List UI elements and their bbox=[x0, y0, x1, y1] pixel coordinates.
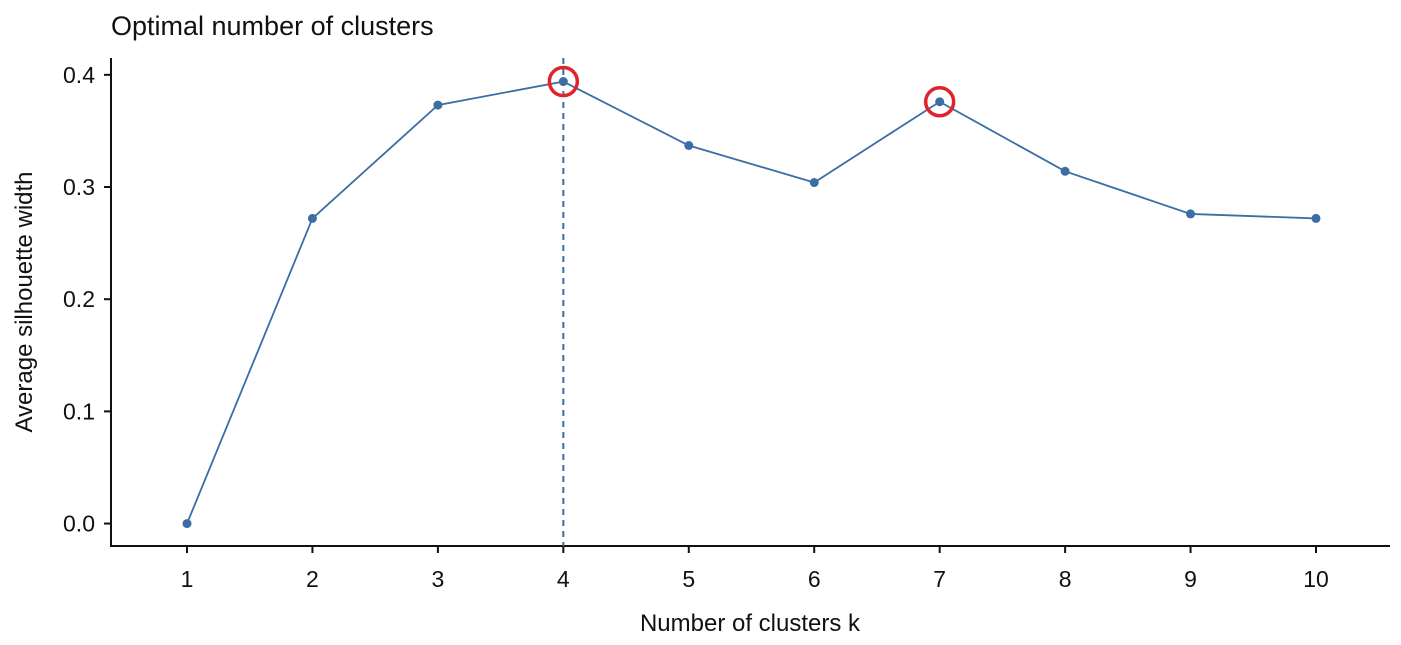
data-point bbox=[684, 141, 694, 151]
data-point bbox=[182, 519, 192, 529]
data-point bbox=[935, 97, 945, 107]
y-tick-label: 0.4 bbox=[63, 62, 95, 88]
chart-title: Optimal number of clusters bbox=[111, 11, 434, 41]
x-tick-label: 9 bbox=[1184, 566, 1197, 592]
y-axis-label: Average silhouette width bbox=[11, 171, 38, 432]
x-tick-label: 1 bbox=[181, 566, 194, 592]
y-tick-label: 0.0 bbox=[63, 511, 95, 537]
highlight-circle bbox=[547, 65, 580, 98]
plot-area: 0.0 0.1 0.2 0.3 0.4 1 2 3 4 5 6 7 8 9 10 bbox=[63, 58, 1390, 592]
x-tick-label: 4 bbox=[557, 566, 570, 592]
y-axis-ticks: 0.0 0.1 0.2 0.3 0.4 bbox=[63, 62, 111, 537]
x-tick-label: 5 bbox=[682, 566, 695, 592]
y-tick-label: 0.2 bbox=[63, 286, 95, 312]
x-tick-label: 7 bbox=[933, 566, 946, 592]
data-point bbox=[809, 178, 819, 188]
x-axis-ticks: 1 2 3 4 5 6 7 8 9 10 bbox=[181, 546, 1329, 592]
y-tick-label: 0.1 bbox=[63, 398, 95, 424]
x-tick-label: 2 bbox=[306, 566, 319, 592]
highlight-circles bbox=[547, 65, 956, 118]
x-axis-label: Number of clusters k bbox=[640, 610, 861, 637]
data-point bbox=[307, 213, 317, 223]
data-point bbox=[558, 77, 568, 87]
data-point bbox=[433, 100, 443, 110]
x-tick-label: 8 bbox=[1059, 566, 1072, 592]
x-tick-label: 10 bbox=[1303, 566, 1329, 592]
data-point bbox=[1186, 209, 1196, 219]
data-point bbox=[1060, 166, 1070, 176]
highlight-circle bbox=[923, 86, 956, 118]
x-tick-label: 3 bbox=[431, 566, 444, 592]
y-tick-label: 0.3 bbox=[63, 174, 95, 200]
x-tick-label: 6 bbox=[808, 566, 821, 592]
data-points bbox=[182, 77, 1321, 529]
data-point bbox=[1311, 213, 1321, 223]
series-line bbox=[186, 80, 1317, 524]
